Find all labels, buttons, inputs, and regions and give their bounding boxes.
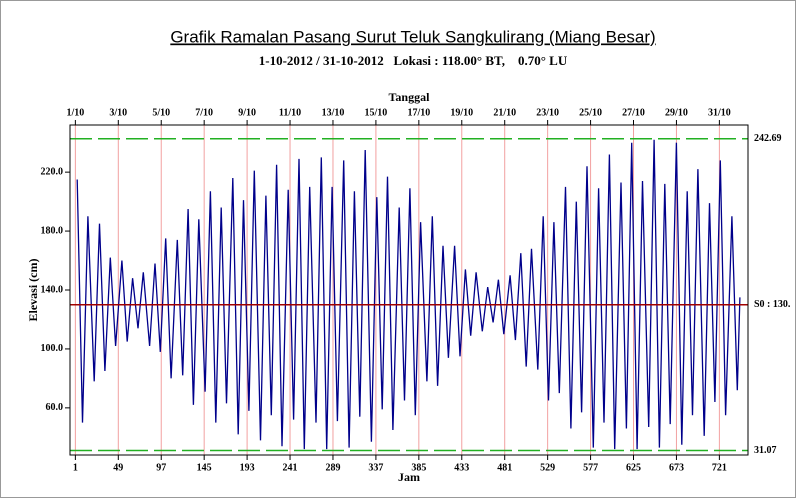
x2-tick-label: 17/10 xyxy=(407,107,430,118)
chart-title: Grafik Ramalan Pasang Surut Teluk Sangku… xyxy=(170,27,655,46)
y-tick-label: 180.0 xyxy=(41,225,64,236)
x2-tick-label: 9/10 xyxy=(238,107,256,118)
x2-tick-label: 29/10 xyxy=(665,107,688,118)
x2-tick-label: 3/10 xyxy=(109,107,127,118)
x2-tick-label: 11/10 xyxy=(279,107,301,118)
x-tick-label: 529 xyxy=(540,462,555,473)
x-axis-label: Jam xyxy=(398,470,420,484)
x2-tick-label: 5/10 xyxy=(152,107,170,118)
plot-frame xyxy=(69,124,749,456)
x2-tick-label: 21/10 xyxy=(493,107,516,118)
reference-label: 242.69 xyxy=(754,133,782,144)
x-tick-label: 289 xyxy=(325,462,340,473)
reference-label: 31.07 xyxy=(754,445,777,456)
x-tick-label: 481 xyxy=(497,462,512,473)
x2-tick-label: 1/10 xyxy=(66,107,84,118)
x-tick-label: 193 xyxy=(240,462,255,473)
tide-line xyxy=(76,139,741,450)
x-tick-label: 673 xyxy=(669,462,684,473)
y-tick-label: 220.0 xyxy=(41,166,64,177)
y-tick-label: 60.0 xyxy=(46,402,64,413)
x2-tick-label: 7/10 xyxy=(195,107,213,118)
x-tick-label: 1 xyxy=(73,462,78,473)
reference-label: S0 : 130. xyxy=(754,299,791,310)
y-tick-label: 100.0 xyxy=(41,343,64,354)
x2-tick-label: 31/10 xyxy=(708,107,731,118)
x2-tick-label: 27/10 xyxy=(622,107,645,118)
y-tick-label: 140.0 xyxy=(41,284,64,295)
x-tick-label: 577 xyxy=(583,462,598,473)
x-tick-label: 433 xyxy=(454,462,469,473)
x2-tick-label: 13/10 xyxy=(322,107,345,118)
chart-subtitle: 1-10-2012 / 31-10-2012 Lokasi : 118.00° … xyxy=(259,53,568,68)
x-tick-label: 337 xyxy=(368,462,383,473)
x-tick-label: 97 xyxy=(156,462,166,473)
x-tick-label: 145 xyxy=(197,462,212,473)
x2-tick-label: 25/10 xyxy=(579,107,602,118)
x-tick-label: 49 xyxy=(113,462,123,473)
x-tick-label: 241 xyxy=(283,462,298,473)
x-tick-label: 625 xyxy=(626,462,641,473)
x2-axis-label: Tanggal xyxy=(389,90,431,104)
x2-tick-label: 23/10 xyxy=(536,107,559,118)
x-tick-label: 721 xyxy=(712,462,727,473)
y-axis-label: Elevasi (cm) xyxy=(26,259,40,322)
x2-tick-label: 19/10 xyxy=(450,107,473,118)
x-tick-label: 385 xyxy=(411,462,426,473)
x2-tick-label: 15/10 xyxy=(365,107,388,118)
